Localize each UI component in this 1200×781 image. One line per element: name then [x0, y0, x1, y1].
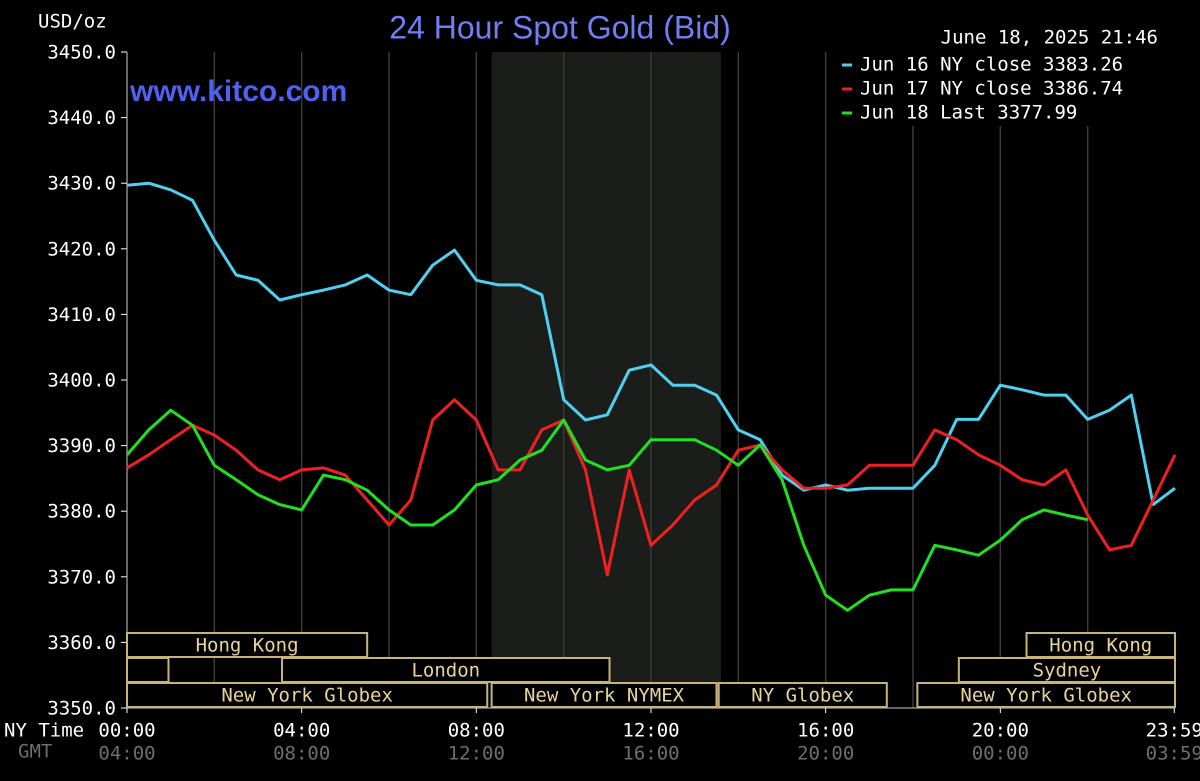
y-tick-label: 3390.0 — [47, 435, 116, 457]
y-tick-label: 3360.0 — [47, 632, 116, 654]
session-label: Hong Kong — [1049, 635, 1152, 657]
session-label: Hong Kong — [196, 635, 299, 657]
y-tick-label: 3420.0 — [47, 238, 116, 260]
y-tick-label: 3370.0 — [47, 566, 116, 588]
y-tick-label: 3410.0 — [47, 304, 116, 326]
y-axis-label: USD/oz — [38, 11, 107, 33]
x-tick-label: 16:00 — [797, 720, 854, 742]
site-label: www.kitco.com — [129, 75, 347, 108]
x2-tick-label: 04:00 — [98, 743, 155, 765]
legend-label: Jun 17 NY close 3386.74 — [860, 78, 1123, 100]
session-box — [126, 682, 489, 708]
x-axis-label: NY Time — [4, 720, 84, 742]
session-label: Sydney — [1033, 660, 1102, 682]
x2-tick-label: 12:00 — [448, 743, 505, 765]
y-tick-label: 3350.0 — [47, 698, 116, 720]
session-box — [957, 657, 1176, 683]
session-box — [717, 682, 888, 708]
y-tick-label: 3430.0 — [47, 173, 116, 195]
x2-axis-label: GMT — [18, 741, 52, 763]
x-tick-label: 23:59 — [1146, 720, 1200, 742]
chart-title: 24 Hour Spot Gold (Bid) — [389, 9, 731, 45]
session-label: London — [411, 660, 480, 682]
x2-tick-label: 08:00 — [273, 743, 330, 765]
x2-tick-label: 20:00 — [797, 743, 854, 765]
series-line — [126, 181, 1176, 507]
session-label: NY Globex — [751, 685, 854, 707]
x-tick-label: 00:00 — [98, 720, 155, 742]
session-box — [490, 682, 718, 708]
y-tick-label: 3440.0 — [47, 107, 116, 129]
x2-tick-label: 00:00 — [972, 743, 1029, 765]
session-label: New York NYMEX — [524, 685, 685, 707]
legend-label: Jun 18 Last 3377.99 — [860, 102, 1077, 124]
session-box — [281, 657, 611, 683]
session-label: New York Globex — [960, 685, 1132, 707]
timestamp: June 18, 2025 21:46 — [941, 27, 1158, 49]
plot-area: 3350.0 3360.0 3370.0 3380.0 3390.0 3400.0 3410… — [47, 42, 1200, 765]
session-box — [916, 682, 1176, 708]
session-box — [126, 632, 369, 658]
legend-label: Jun 16 NY close 3383.26 — [860, 54, 1123, 76]
shaded-region — [491, 52, 721, 708]
x-tick-label: 04:00 — [273, 720, 330, 742]
legend-box — [832, 52, 1177, 126]
x-tick-label: 08:00 — [448, 720, 505, 742]
session-label: New York Globex — [221, 685, 393, 707]
y-tick-label: 3400.0 — [47, 370, 116, 392]
x2-tick-label: 03:59 — [1146, 743, 1200, 765]
series-line — [126, 398, 1177, 577]
y-tick-label: 3450.0 — [47, 42, 116, 64]
y-tick-label: 3380.0 — [47, 501, 116, 523]
series-line — [125, 408, 1089, 612]
x-tick-label: 12:00 — [622, 720, 679, 742]
session-box — [126, 657, 170, 683]
x2-tick-label: 16:00 — [622, 743, 679, 765]
x-tick-label: 20:00 — [972, 720, 1029, 742]
